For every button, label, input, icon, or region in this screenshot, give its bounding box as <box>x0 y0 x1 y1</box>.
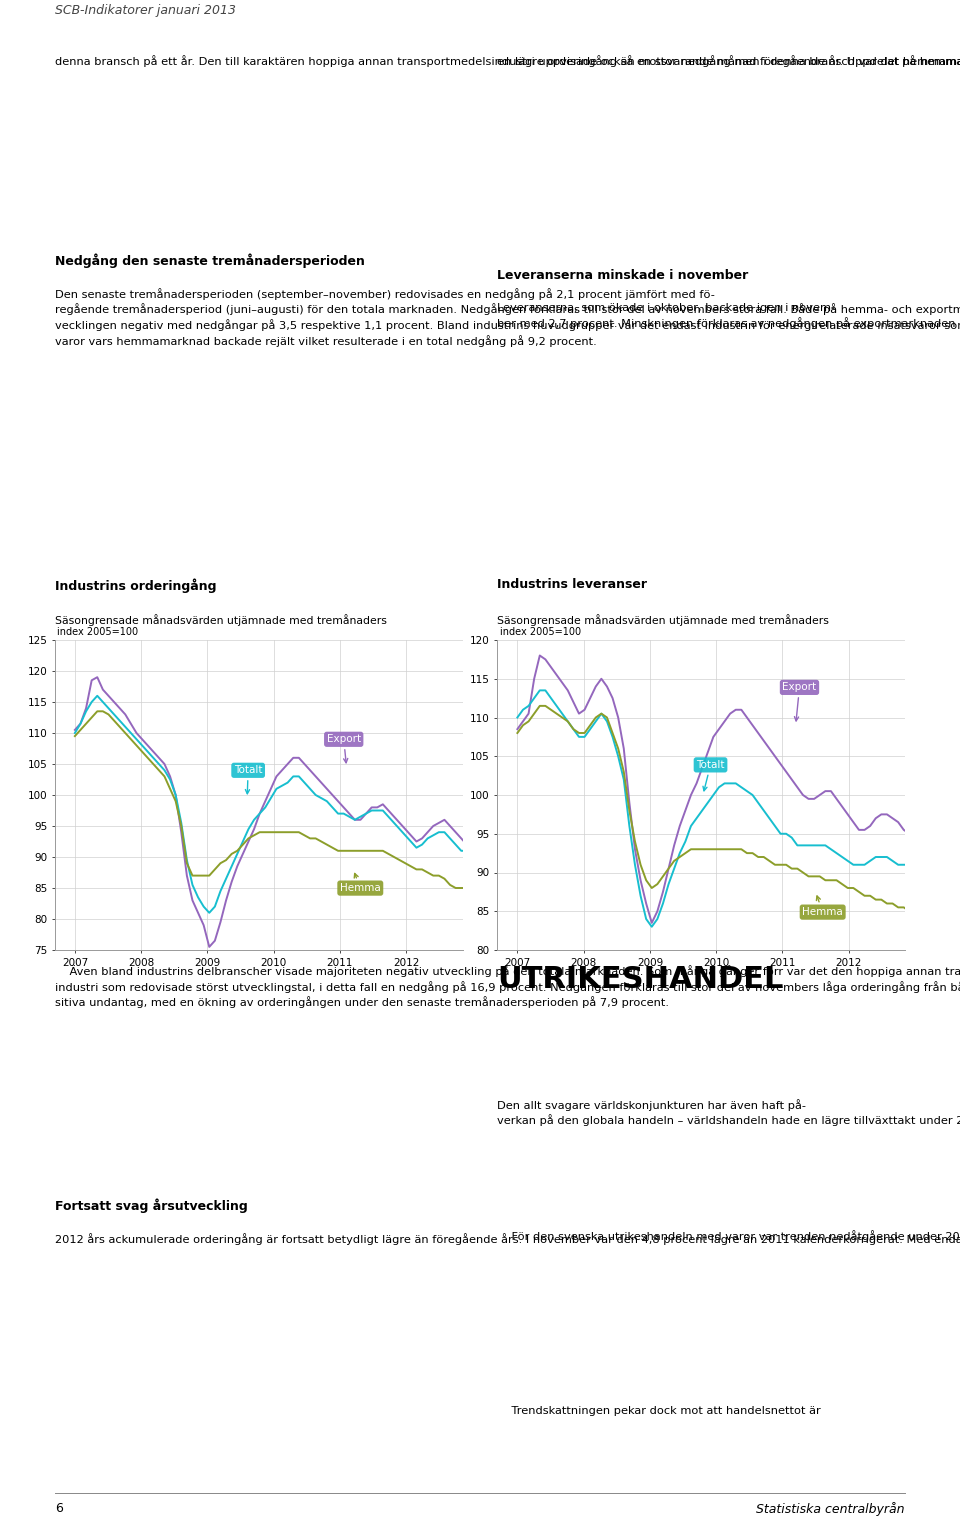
Text: Industrins leveranser: Industrins leveranser <box>497 578 647 591</box>
Text: glidande medelvärde. Fasta priser: glidande medelvärde. Fasta priser <box>55 643 241 654</box>
Text: index 2005=100: index 2005=100 <box>499 626 581 637</box>
Text: Statistiska centralbyrån: Statistiska centralbyrån <box>756 1502 905 1515</box>
Text: glidande medelvärde. Fasta priser: glidande medelvärde. Fasta priser <box>497 643 684 654</box>
Text: Även bland industrins delbranscher visade majoriteten negativ utveckling på den : Även bland industrins delbranscher visad… <box>55 965 960 1008</box>
Text: SCB-Indikatorer januari 2013: SCB-Indikatorer januari 2013 <box>55 5 236 17</box>
Text: UTRIKESHANDEL: UTRIKESHANDEL <box>497 965 784 994</box>
Text: Nedgång den senaste tremånadersperioden: Nedgång den senaste tremånadersperioden <box>55 254 365 269</box>
Text: en lägre orderingång än motsvarande månad föregående år. Uppdelat på hemma- och : en lägre orderingång än motsvarande måna… <box>497 55 960 67</box>
Text: Fortsatt svag årsutveckling: Fortsatt svag årsutveckling <box>55 1199 248 1213</box>
Text: Totalt: Totalt <box>696 760 725 790</box>
Text: Den senaste tremånadersperioden (september–november) redovisades en nedgång på 2: Den senaste tremånadersperioden (septemb… <box>55 287 960 347</box>
Text: För den svenska utrikeshandeln med varor var trenden nedåtgående under 2012, båd: För den svenska utrikeshandeln med varor… <box>497 1230 960 1242</box>
Text: Leveranserna, som ökade i oktober, backade igen i novem-
ber med 2,7 procent. Mi: Leveranserna, som ökade i oktober, backa… <box>497 304 960 330</box>
Text: Leveranserna minskade i november: Leveranserna minskade i november <box>497 269 749 283</box>
Text: Säsongrensade månadsvärden utjämnade med tremånaders: Säsongrensade månadsvärden utjämnade med… <box>55 614 387 626</box>
Text: Hemma: Hemma <box>803 895 843 917</box>
Text: index 2005=100: index 2005=100 <box>57 626 138 637</box>
Text: Totalt: Totalt <box>234 765 262 793</box>
Text: Den allt svagare världskonjunkturen har även haft på-
verkan på den globala hand: Den allt svagare världskonjunkturen har … <box>497 1099 960 1126</box>
Text: Hemma: Hemma <box>340 874 381 894</box>
Text: 6: 6 <box>55 1502 62 1515</box>
Text: denna bransch på ett år. Den till karaktären hoppiga annan transportmedelsindust: denna bransch på ett år. Den till karakt… <box>55 55 960 67</box>
Text: Trendskattningen pekar dock mot att handelsnettot är: Trendskattningen pekar dock mot att hand… <box>497 1406 821 1417</box>
Text: Säsongrensade månadsvärden utjämnade med tremånaders: Säsongrensade månadsvärden utjämnade med… <box>497 614 829 626</box>
Text: 2012 års ackumulerade orderingång är fortsatt betydligt lägre än föregående års.: 2012 års ackumulerade orderingång är for… <box>55 1233 960 1245</box>
Text: Industrins orderingång: Industrins orderingång <box>55 578 217 593</box>
Text: Export: Export <box>326 734 361 763</box>
Text: Export: Export <box>782 682 817 720</box>
